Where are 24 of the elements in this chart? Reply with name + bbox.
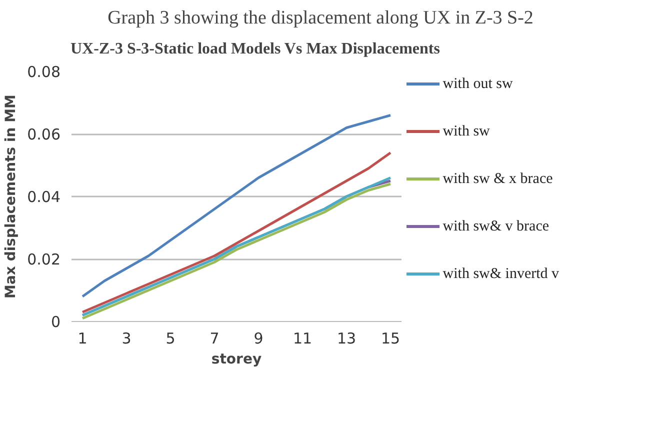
x-tick-label: 7 [210, 330, 220, 348]
x-tick-label: 13 [336, 330, 356, 348]
x-tick-label: 3 [122, 330, 132, 348]
x-tick-label: 5 [166, 330, 176, 348]
y-tick-label: 0.02 [27, 250, 61, 268]
x-tick-label: 11 [292, 330, 312, 348]
x-tick-label: 9 [254, 330, 264, 348]
line-series [81, 152, 392, 314]
x-tick-label: 15 [380, 330, 400, 348]
legend-label: with out sw [442, 76, 513, 92]
y-tick-label: 0.06 [27, 126, 61, 144]
y-tick-label: 0.08 [27, 63, 61, 81]
caption: Graph 3 showing the displacement along UX in Z-3 S-2 [108, 8, 534, 28]
line-series [81, 114, 392, 298]
y-tick-label: 0 [50, 313, 61, 331]
legend-label: with sw & x brace [442, 171, 554, 187]
legend-label: with sw& v brace [442, 218, 550, 234]
x-axis-title: storey [211, 352, 262, 368]
legend-label: with sw [442, 124, 490, 140]
y-axis-title: Max displacements in MM [3, 94, 20, 298]
chart-title: UX-Z-3 S-3-Static load Models Vs Max Displacements [70, 40, 440, 58]
x-tick-label: 1 [78, 330, 88, 348]
y-tick-label: 0.04 [27, 188, 61, 206]
legend-label: with sw& invertd v [442, 266, 560, 282]
